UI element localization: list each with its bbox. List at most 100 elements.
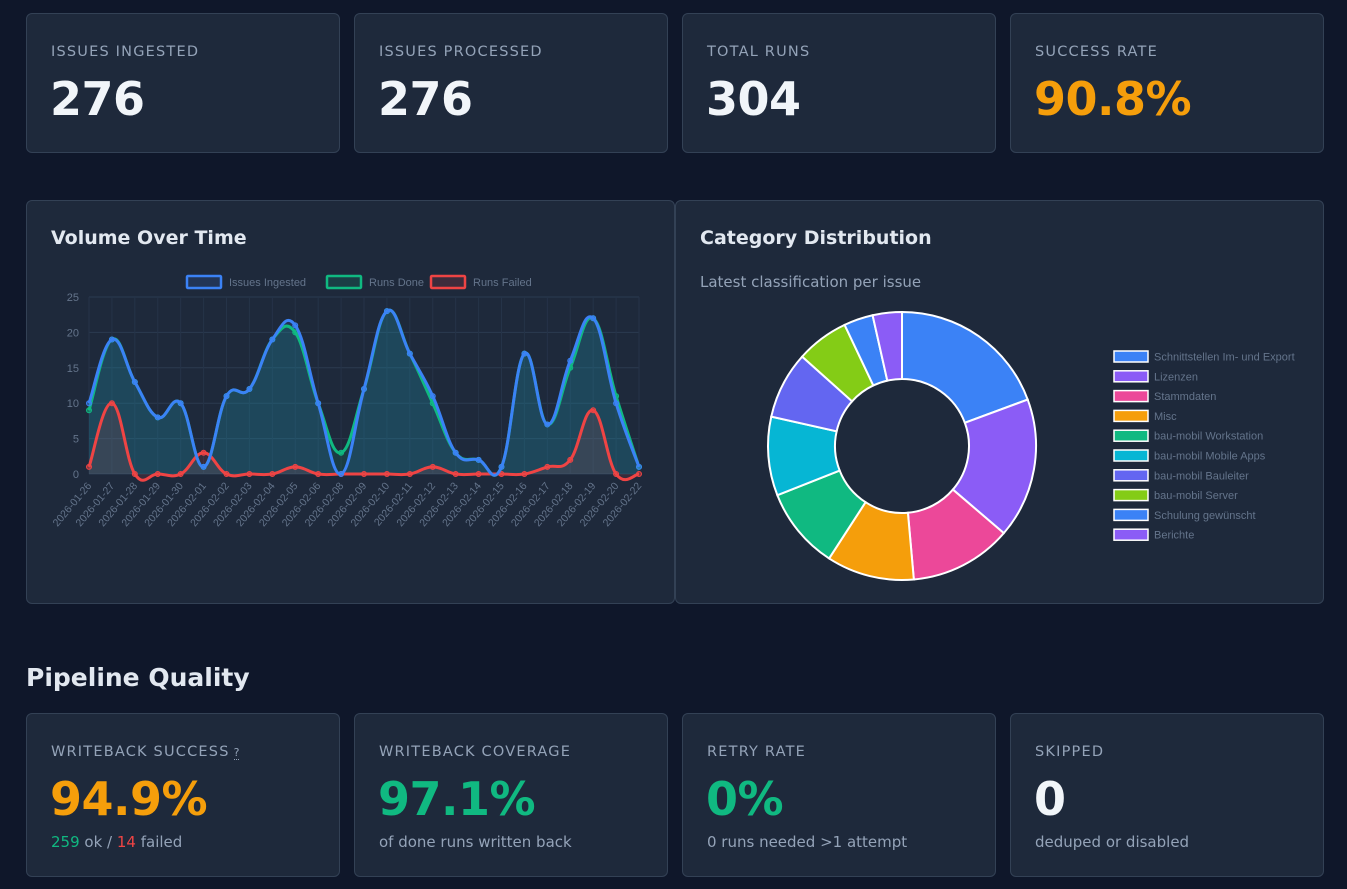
- legend-label: bau-mobil Workstation: [1154, 431, 1263, 443]
- data-point: [613, 471, 620, 477]
- stat-card-success-rate: SUCCESS RATE 90.8%: [1010, 13, 1324, 153]
- stat-card-total-runs: TOTAL RUNS 304: [682, 13, 996, 153]
- data-point: [361, 471, 367, 477]
- data-point: [315, 400, 322, 407]
- data-point: [567, 456, 574, 463]
- stat-card-issues-processed: ISSUES PROCESSED 276: [354, 13, 668, 153]
- data-point: [383, 308, 390, 315]
- legend-label: Schulung gewünscht: [1154, 510, 1256, 522]
- data-point: [223, 471, 230, 477]
- legend-swatch: [1113, 508, 1149, 522]
- data-point: [131, 471, 138, 477]
- stat-card-issues-ingested: ISSUES INGESTED 276: [26, 13, 340, 153]
- data-point: [246, 471, 253, 477]
- series-area: [89, 403, 639, 481]
- data-point: [383, 471, 390, 477]
- stat-value: 304: [706, 72, 801, 126]
- stat-subtext: of done runs written back: [379, 833, 572, 851]
- legend-swatch: [1113, 409, 1149, 423]
- data-point: [269, 471, 276, 477]
- legend-swatch: [1113, 449, 1149, 462]
- legend-swatch: [1113, 528, 1149, 541]
- data-point: [131, 378, 138, 385]
- data-point: [246, 386, 253, 393]
- data-point: [154, 471, 161, 477]
- data-point: [429, 393, 436, 400]
- section-title-pipeline-quality: Pipeline Quality: [26, 663, 250, 692]
- data-point: [200, 463, 207, 470]
- data-point: [361, 386, 367, 393]
- data-point: [521, 471, 528, 477]
- data-point: [567, 357, 574, 364]
- stat-card-writeback-coverage: WRITEBACK COVERAGE 97.1% of done runs wr…: [354, 713, 668, 877]
- data-point: [406, 471, 413, 477]
- legend-label: Misc: [1154, 411, 1177, 423]
- volume-line-chart[interactable]: 05101520252026-01-262026-01-272026-01-28…: [27, 201, 676, 605]
- data-point: [590, 315, 597, 322]
- legend-swatch: [1113, 350, 1149, 363]
- legend-swatch: [1113, 469, 1149, 482]
- chart-grid: [88, 296, 640, 475]
- stat-label-text: WRITEBACK SUCCESS: [51, 744, 230, 760]
- data-point: [315, 471, 322, 477]
- stat-label: SKIPPED: [1035, 744, 1105, 760]
- data-point: [108, 336, 115, 343]
- legend-label: bau-mobil Server: [1154, 490, 1238, 502]
- category-donut-chart[interactable]: Schnittstellen Im- und Export Lizenzen Sta…: [676, 201, 1325, 605]
- stat-subtext: deduped or disabled: [1035, 833, 1190, 851]
- stat-card-retry-rate: RETRY RATE 0% 0 runs needed >1 attempt: [682, 713, 996, 877]
- data-point: [269, 336, 276, 343]
- stat-label: WRITEBACK SUCCESS?: [51, 744, 240, 760]
- legend-label: Stammdaten: [1154, 391, 1216, 403]
- stat-label: RETRY RATE: [707, 744, 807, 760]
- data-point: [429, 463, 436, 470]
- legend-swatch: [429, 274, 467, 290]
- legend-swatch: [1113, 370, 1149, 383]
- failed-count: 14: [116, 833, 136, 851]
- data-point: [521, 350, 528, 357]
- data-point: [475, 456, 482, 463]
- legend-swatch: [185, 274, 223, 290]
- ok-count: 259: [51, 833, 80, 851]
- legend-label: bau-mobil Mobile Apps: [1154, 451, 1266, 463]
- legend-label: Runs Done: [369, 277, 424, 289]
- data-point: [292, 322, 299, 329]
- help-icon[interactable]: ?: [233, 746, 240, 760]
- stat-value: 276: [50, 72, 145, 126]
- data-point: [200, 449, 207, 456]
- panel-subtitle: Latest classification per issue: [700, 273, 922, 291]
- y-tick-label: 25: [67, 292, 79, 304]
- stat-subtext: 0 runs needed >1 attempt: [707, 833, 908, 851]
- stat-value: 97.1%: [378, 772, 536, 826]
- y-tick-label: 15: [67, 363, 79, 375]
- data-point: [86, 407, 92, 414]
- data-point: [544, 421, 551, 428]
- data-point: [406, 350, 413, 357]
- data-point: [223, 393, 230, 400]
- legend-swatch: [1113, 429, 1149, 442]
- donut-slice: [871, 310, 903, 382]
- stat-value: 0: [1034, 772, 1066, 826]
- stat-subtext: 259 ok / 14 failed: [51, 833, 182, 851]
- legend-swatch: [1113, 488, 1149, 502]
- data-point: [590, 407, 597, 414]
- y-tick-label: 10: [67, 398, 79, 410]
- data-point: [544, 463, 551, 470]
- data-point: [636, 463, 642, 470]
- y-tick-label: 0: [73, 469, 79, 481]
- legend-label: Berichte: [1154, 530, 1194, 542]
- data-point: [86, 463, 92, 470]
- legend-label: Schnittstellen Im- und Export: [1154, 352, 1295, 364]
- stat-value: 0%: [706, 772, 784, 826]
- data-point: [108, 400, 115, 407]
- volume-over-time-panel: Volume Over Time 0 5 10 15 20 25 2026-01-26 202…: [26, 200, 675, 604]
- y-tick-label: 5: [73, 434, 79, 446]
- stat-value: 90.8%: [1034, 72, 1192, 126]
- legend-label: bau-mobil Bauleiter: [1154, 470, 1249, 482]
- donut-slice: [901, 310, 1029, 425]
- legend-swatch: [325, 274, 363, 290]
- data-point: [452, 471, 459, 477]
- data-point: [154, 414, 161, 421]
- data-point: [475, 471, 482, 477]
- data-point: [177, 400, 184, 407]
